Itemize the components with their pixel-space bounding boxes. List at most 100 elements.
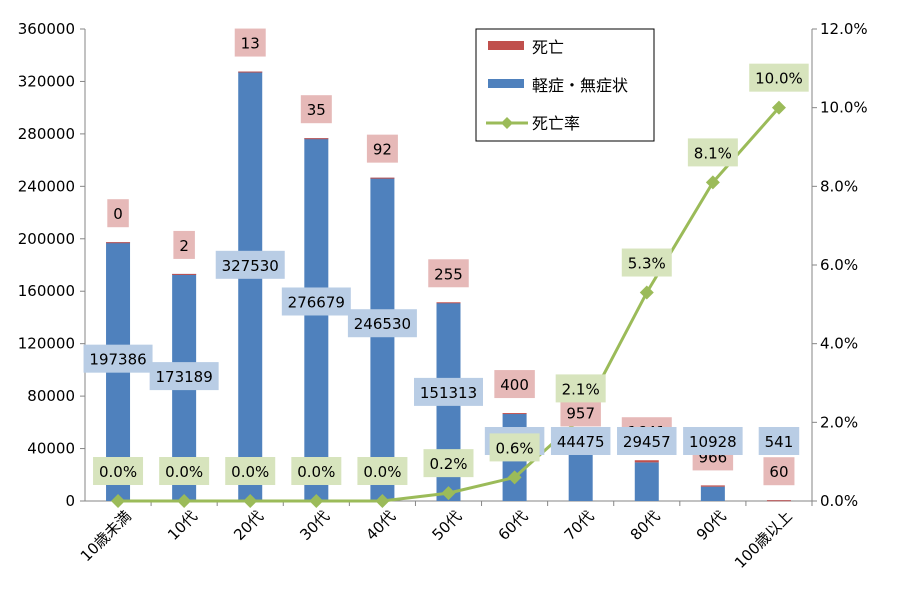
x-tick-label: 60代 [495, 507, 532, 544]
rate-data-label: 0.0% [231, 463, 269, 481]
mild-data-label: 44475 [557, 433, 605, 451]
rate-marker [375, 494, 390, 508]
death-data-label-box [560, 398, 601, 427]
death-data-label: 0 [113, 205, 123, 223]
x-tick-label: 70代 [561, 507, 598, 544]
rate-data-label-box [687, 138, 738, 167]
rate-data-label-box [749, 63, 809, 92]
death-data-label: 92 [373, 141, 392, 159]
bar-mild [634, 462, 659, 501]
rate-marker [177, 494, 192, 508]
rate-data-label: 0.0% [99, 463, 137, 481]
rate-data-label-box [159, 457, 210, 485]
legend-marker-swatch [501, 117, 513, 129]
mild-data-label-box [281, 287, 351, 316]
bar-death [502, 413, 527, 415]
y-right-tick-label: 12.0% [820, 20, 868, 38]
rate-marker [507, 470, 522, 485]
death-data-label-box [107, 199, 129, 228]
y-left-tick-label: 240000 [18, 177, 75, 195]
death-data-label: 60 [769, 463, 788, 481]
mild-data-label: 151313 [420, 384, 477, 402]
rate-data-label: 5.3% [628, 255, 666, 273]
y-right-tick-label: 0.0% [820, 492, 858, 510]
death-data-label-box [300, 95, 332, 124]
bar-death [106, 242, 131, 244]
bar-death [436, 302, 461, 304]
y-right-tick-label: 8.0% [820, 177, 858, 195]
rate-data-label: 0.0% [363, 463, 401, 481]
rate-data-label: 0.6% [496, 439, 534, 457]
death-data-label: 400 [500, 376, 529, 394]
death-data-label: 255 [434, 265, 463, 283]
y-right-tick-label: 4.0% [820, 335, 858, 353]
mild-data-label-box [149, 362, 219, 391]
rate-marker [441, 486, 456, 501]
mild-data-label: 276679 [288, 293, 345, 311]
mild-data-label: 327530 [222, 257, 279, 275]
mild-data-label-box [550, 427, 611, 455]
mild-data-label-box [758, 427, 800, 455]
mild-data-label: 29457 [623, 433, 671, 451]
bar-death [238, 71, 263, 73]
bar-death [172, 273, 197, 275]
death-data-label: 35 [307, 101, 326, 119]
bar-death [634, 460, 659, 463]
legend-swatch [488, 79, 524, 88]
mild-data-label-box [83, 344, 153, 373]
y-right-tick-label: 2.0% [820, 413, 858, 431]
data-labels-layer: 0 197386 0.0% 2 173189 0.0% 13 327530 0.0% 35 2766… [83, 28, 809, 486]
mild-data-label-box [414, 377, 483, 406]
y-left-tick-label: 360000 [18, 20, 75, 38]
rate-data-label-box [225, 457, 276, 485]
death-data-label: 957 [566, 404, 595, 422]
rate-data-label-box [357, 457, 408, 485]
bar-death [370, 177, 395, 179]
y-right-tick-label: 10.0% [820, 99, 868, 117]
y-right-tick-label: 6.0% [820, 256, 858, 274]
y-left-tick-label: 280000 [18, 125, 75, 143]
mild-data-label-box [347, 309, 417, 338]
bar-death [700, 485, 725, 487]
x-tick-label: 50代 [428, 507, 465, 544]
rate-data-label: 8.1% [694, 144, 732, 162]
bar-death [766, 500, 791, 502]
bar-death [304, 138, 329, 140]
mild-data-label-box [617, 427, 677, 455]
rate-data-label-box [93, 457, 144, 485]
x-tick-label: 80代 [627, 507, 664, 544]
mild-data-label: 10928 [689, 433, 737, 451]
x-tick-label: 20代 [230, 507, 267, 544]
rate-data-label-box [291, 457, 342, 485]
y-left-tick-label: 120000 [18, 335, 75, 353]
rate-data-label: 0.0% [165, 463, 203, 481]
rate-data-label-box [555, 374, 606, 403]
y-left-tick-label: 0 [65, 492, 75, 510]
x-tick-label: 10代 [164, 507, 201, 544]
x-tick-label: 100歳以上 [731, 507, 796, 572]
rate-marker [309, 494, 324, 508]
rate-data-label: 10.0% [755, 70, 803, 88]
mild-data-label: 173189 [156, 368, 213, 386]
bar-mild [304, 138, 329, 501]
y-left-tick-label: 200000 [18, 230, 75, 248]
rate-marker [639, 285, 654, 300]
x-tick-label: 30代 [296, 507, 333, 544]
death-data-label-box [366, 134, 398, 163]
x-tick-label: 90代 [693, 507, 730, 544]
rate-marker [705, 175, 720, 190]
death-data-label-box [173, 230, 195, 259]
legend-label: 死亡率 [532, 114, 580, 133]
death-data-label: 13 [241, 35, 260, 53]
bar-mild [238, 71, 263, 501]
rate-data-label-box [489, 433, 540, 462]
legend-swatch [488, 41, 524, 50]
x-tick-label: 40代 [362, 507, 399, 544]
death-data-label: 2 [179, 237, 189, 255]
bar-mild [370, 177, 395, 501]
bar-mild [700, 486, 725, 501]
rate-marker [243, 494, 258, 508]
death-data-label-box [234, 28, 266, 57]
rate-data-label: 0.0% [297, 463, 335, 481]
